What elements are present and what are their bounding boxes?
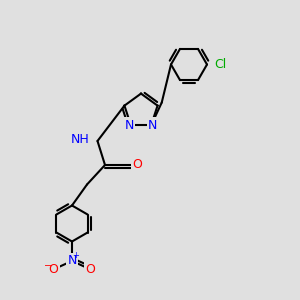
Text: O: O (133, 158, 142, 172)
Text: O: O (49, 263, 58, 276)
Text: −: − (44, 261, 52, 271)
Text: N: N (148, 118, 158, 132)
Text: NH: NH (71, 133, 90, 146)
Text: +: + (73, 251, 79, 260)
Text: N: N (124, 118, 134, 132)
Text: O: O (86, 263, 95, 276)
Text: Cl: Cl (214, 58, 227, 71)
Text: N: N (67, 254, 77, 268)
